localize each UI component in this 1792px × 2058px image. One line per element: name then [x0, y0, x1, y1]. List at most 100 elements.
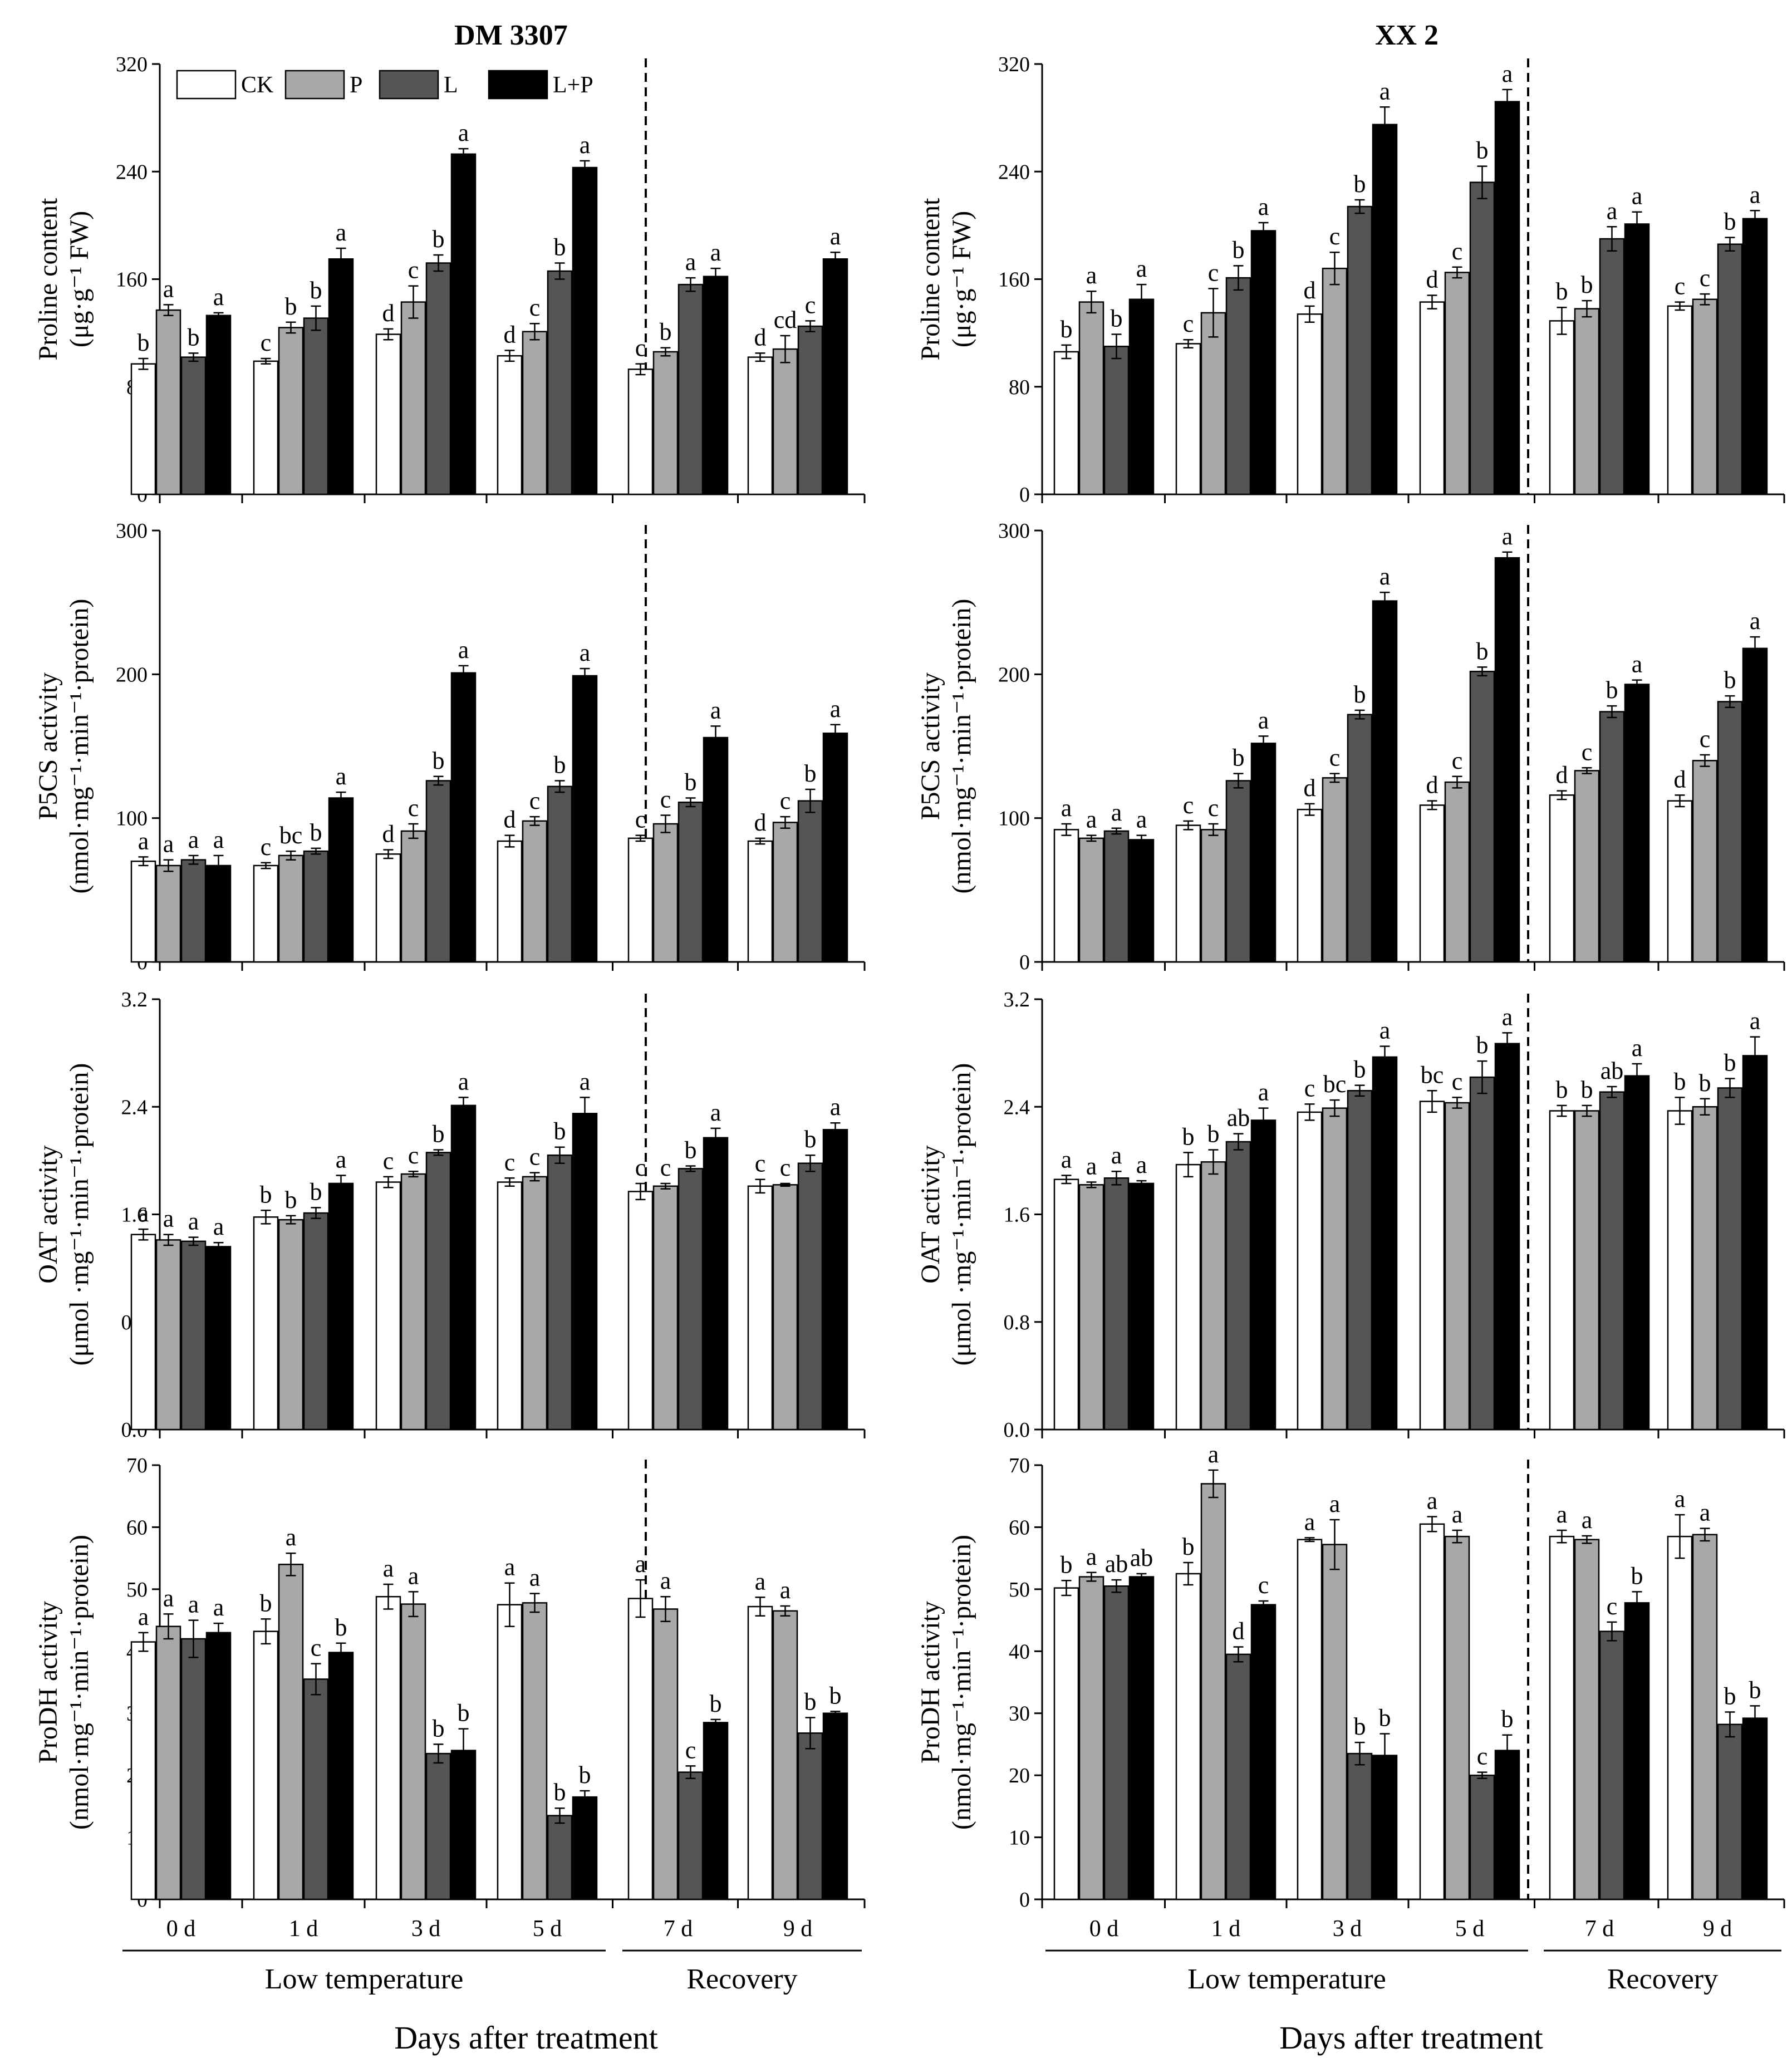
significance-letter: a	[1136, 806, 1147, 833]
significance-letter: a	[1061, 1146, 1072, 1173]
significance-letter: c	[635, 806, 646, 833]
bar-ck	[130, 860, 156, 963]
y-tick-label: 0	[1019, 483, 1030, 507]
significance-letter: a	[1086, 1543, 1097, 1570]
bar-ck	[497, 840, 523, 963]
bar-l	[1469, 1076, 1495, 1431]
significance-letter: b	[1233, 744, 1245, 772]
significance-letter: c	[1183, 792, 1194, 819]
bar-lpp	[1624, 684, 1650, 963]
significance-letter: b	[433, 1121, 445, 1148]
significance-letter: a	[1700, 1499, 1711, 1526]
significance-letter: a	[336, 1146, 347, 1173]
bar-lpp	[205, 1632, 232, 1900]
bar-ck	[253, 1216, 279, 1431]
x-tick-label: 5 d	[1455, 1916, 1485, 1942]
bar-p	[772, 1184, 798, 1431]
significance-letter: d	[504, 806, 516, 833]
bar-ck	[1419, 1101, 1445, 1431]
y-axis-label-line2: (nmol·mg⁻¹·min⁻¹·protein)	[947, 598, 976, 893]
bar-p	[400, 301, 426, 495]
bar-lpp	[450, 1104, 477, 1431]
x-tick-label: 0 d	[1089, 1916, 1119, 1942]
bar-l	[180, 1240, 207, 1431]
bar-ck	[375, 1181, 401, 1431]
bar-lpp	[572, 166, 598, 495]
significance-letter: c	[1452, 238, 1463, 265]
significance-letter: b	[1207, 1121, 1220, 1148]
significance-letter: b	[660, 318, 672, 346]
significance-letter: a	[504, 1554, 515, 1581]
significance-letter: a	[1258, 1079, 1269, 1106]
y-tick-label: 160	[998, 268, 1030, 292]
significance-letter: a	[383, 1555, 394, 1582]
significance-letter: c	[635, 335, 646, 362]
bar-ck	[1297, 1111, 1323, 1431]
y-tick-label: 320	[998, 53, 1030, 76]
y-tick-label: 60	[126, 1516, 148, 1539]
y-tick-label: 70	[1009, 1454, 1030, 1477]
y-axis-label-line2: (nmol·mg⁻¹·min⁻¹·protein)	[65, 598, 94, 893]
y-tick-label: 50	[126, 1578, 148, 1602]
bar-p	[1200, 1483, 1226, 1900]
y-tick-label: 3.2	[121, 988, 148, 1011]
col-title-xx2: XX 2	[1375, 19, 1438, 51]
bar-l	[547, 785, 573, 963]
y-tick-label: 0.8	[1004, 1311, 1030, 1334]
significance-letter: a	[1502, 523, 1513, 550]
bar-p	[1574, 1110, 1600, 1431]
y-tick-label: 1.6	[1004, 1204, 1030, 1227]
significance-letter: ab	[1130, 1544, 1153, 1571]
significance-letter: a	[213, 826, 224, 853]
significance-letter: d	[1674, 765, 1686, 793]
bar-l	[1469, 1774, 1495, 1900]
significance-letter: a	[1086, 1153, 1097, 1180]
significance-letter: a	[830, 695, 841, 723]
bar-l	[1469, 181, 1495, 495]
significance-letter: a	[710, 239, 721, 266]
significance-letter: a	[1582, 1506, 1593, 1534]
bar-lpp	[572, 1796, 598, 1900]
bar-p	[522, 1602, 548, 1900]
bar-ck	[627, 1598, 654, 1900]
bar-p	[1322, 267, 1348, 495]
significance-letter: b	[1749, 1676, 1761, 1703]
bar-l	[1347, 205, 1373, 495]
bar-p	[278, 854, 304, 963]
y-tick-label: 0	[1019, 1888, 1030, 1912]
significance-letter: b	[554, 234, 566, 261]
bar-lpp	[1742, 1055, 1768, 1431]
y-tick-label: 2.4	[121, 1096, 148, 1119]
significance-letter: b	[1699, 1069, 1711, 1097]
bar-lpp	[450, 1750, 477, 1900]
significance-letter: a	[1675, 1485, 1686, 1512]
bar-lpp	[1128, 1182, 1155, 1431]
legend-swatch-p	[284, 70, 345, 100]
significance-letter: a	[1258, 193, 1269, 220]
significance-letter: c	[1607, 1593, 1618, 1620]
significance-letter: b	[433, 747, 445, 774]
significance-letter: a	[458, 119, 469, 146]
significance-letter: d	[1304, 277, 1316, 304]
significance-letter: b	[1674, 1068, 1686, 1095]
phase-label-recovery: Recovery	[686, 1963, 797, 1995]
significance-letter: b	[335, 1614, 347, 1641]
significance-letter: a	[1136, 1151, 1147, 1178]
significance-letter: c	[383, 1147, 394, 1175]
bar-l	[1347, 714, 1373, 963]
significance-letter: c	[1329, 744, 1341, 772]
significance-letter: a	[163, 275, 174, 302]
y-tick-label: 10	[1009, 1826, 1030, 1850]
chart-panel-3-2: 0.0 0.8 1.6 2.4 3.2 OAT activity(μmol ·mg⁻¹·m…	[916, 988, 1785, 1442]
significance-letter: c	[1452, 747, 1463, 774]
y-axis-label-line1: Proline content	[33, 198, 63, 361]
y-axis-label: Proline content(μg·g⁻¹ FW)	[33, 198, 94, 361]
bar-ck	[253, 865, 279, 963]
bar-p	[1078, 1184, 1104, 1431]
significance-letter: b	[285, 1186, 297, 1214]
significance-letter: c	[1258, 1571, 1269, 1599]
bar-ck	[1549, 1535, 1575, 1900]
bar-l	[180, 1638, 207, 1900]
significance-letter: d	[382, 299, 395, 327]
significance-letter: a	[188, 826, 199, 853]
